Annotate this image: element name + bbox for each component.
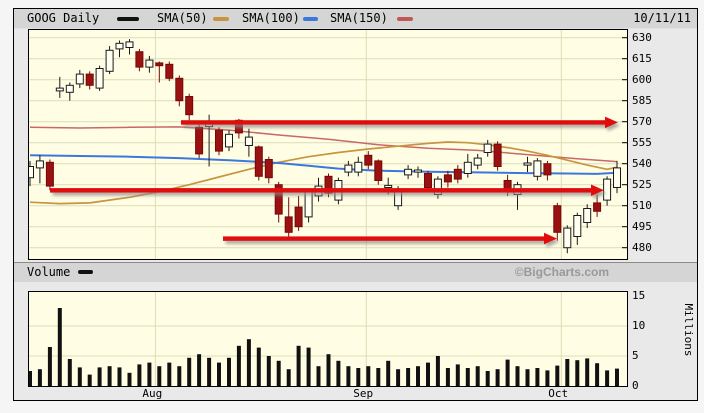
sma150-dash-icon — [397, 17, 413, 21]
price-tick-label: 480 — [632, 240, 652, 254]
month-label: Aug — [142, 387, 163, 400]
volume-tick-label: 0 — [632, 379, 639, 392]
sma100-dash-icon — [303, 17, 318, 21]
price-tick-label: 600 — [632, 72, 652, 86]
volume-title: Volume — [27, 265, 71, 279]
volume-series-dash-icon — [78, 270, 93, 274]
chart-date: 10/11/11 — [633, 11, 691, 25]
volume-tick-label: 5 — [632, 349, 639, 362]
volume-pane-svg — [29, 292, 627, 386]
volume-tick-label: 15 — [632, 289, 646, 302]
legend-sma50-label: SMA(50) — [157, 11, 208, 25]
price-pane — [28, 29, 628, 260]
symbol-title: GOOG Daily — [27, 11, 100, 25]
price-tick-label: 525 — [632, 177, 652, 191]
price-tick-label: 510 — [632, 198, 652, 212]
month-label: Oct — [548, 387, 569, 400]
price-tick-label: 615 — [632, 51, 652, 65]
volume-tick-label: 10 — [632, 319, 646, 332]
price-tick-label: 540 — [632, 156, 652, 170]
price-tick-label: 555 — [632, 135, 652, 149]
price-tick-label: 570 — [632, 114, 652, 128]
price-pane-svg — [29, 30, 627, 259]
legend-sma100-label: SMA(100) — [242, 11, 300, 25]
chart-titlebar: GOOG Daily SMA(50) SMA(100) SMA(150) 10/… — [14, 9, 697, 29]
price-tick-label: 630 — [632, 30, 652, 44]
month-label: Sep — [353, 387, 374, 400]
volume-unit-label: Millions — [682, 303, 695, 357]
price-tick-label: 585 — [632, 93, 652, 107]
price-tick-label: 495 — [632, 219, 652, 233]
volume-pane — [28, 291, 628, 387]
legend-sma150-label: SMA(150) — [330, 11, 388, 25]
bigcharts-watermark: ©BigCharts.com — [514, 265, 609, 279]
volume-titlebar: Volume ©BigCharts.com — [14, 262, 697, 282]
sma50-dash-icon — [213, 17, 229, 21]
price-series-dash-icon — [117, 17, 139, 21]
